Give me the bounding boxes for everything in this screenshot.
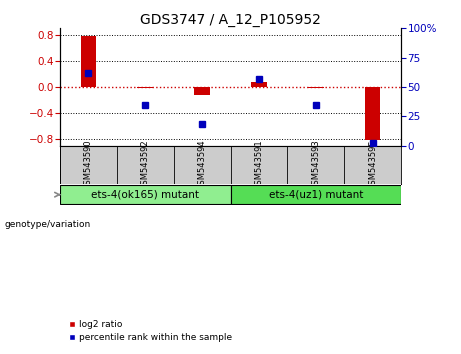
Text: ets-4(ok165) mutant: ets-4(ok165) mutant (91, 190, 199, 200)
Legend: log2 ratio, percentile rank within the sample: log2 ratio, percentile rank within the s… (65, 316, 236, 346)
Text: GSM543590: GSM543590 (84, 139, 93, 190)
Bar (308, 87, 324, 88)
Text: GSM543595: GSM543595 (368, 139, 377, 190)
Bar (365, 87, 380, 141)
Text: GSM543592: GSM543592 (141, 139, 150, 190)
Bar (81, 36, 96, 87)
Bar (137, 87, 153, 88)
Text: GSM543593: GSM543593 (311, 139, 320, 190)
Bar (60, 185, 230, 204)
Text: genotype/variation: genotype/variation (5, 220, 91, 229)
Bar (194, 87, 210, 96)
Text: GSM543591: GSM543591 (254, 139, 263, 190)
Text: GSM543594: GSM543594 (198, 139, 207, 190)
Bar (230, 185, 401, 204)
Text: ets-4(uz1) mutant: ets-4(uz1) mutant (269, 190, 363, 200)
Title: GDS3747 / A_12_P105952: GDS3747 / A_12_P105952 (140, 13, 321, 27)
Bar (251, 82, 267, 87)
